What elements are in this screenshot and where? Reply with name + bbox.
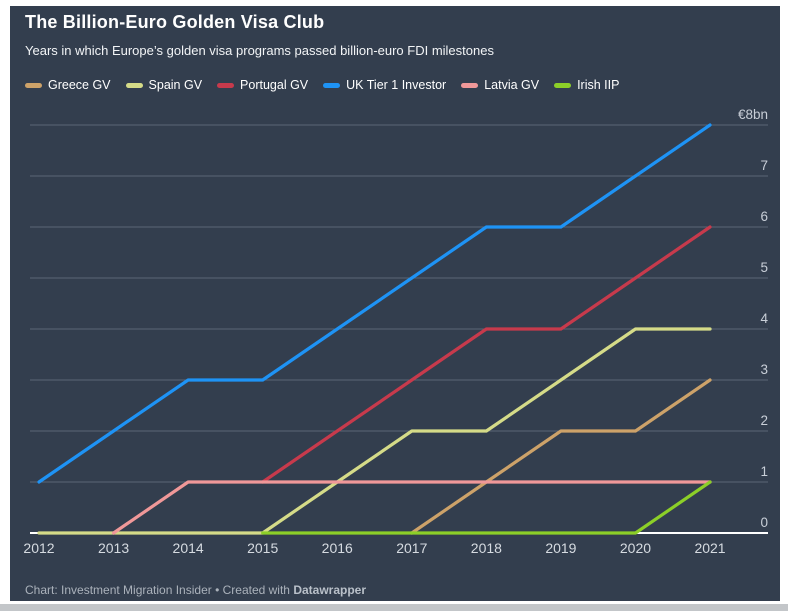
legend-item-uk-tier-1-investor: UK Tier 1 Investor — [323, 78, 446, 92]
legend-label: Latvia GV — [484, 78, 540, 92]
x-axis-tick-2018: 2018 — [470, 540, 502, 556]
legend-swatch-icon — [323, 82, 341, 88]
y-axis-tick-4: 4 — [760, 311, 768, 326]
y-axis-tick-5: 5 — [760, 260, 768, 275]
series-line-portugal-gv[interactable] — [261, 225, 712, 484]
legend-swatch-icon — [217, 82, 235, 88]
legend-swatch-icon — [25, 82, 42, 88]
page-bottom-strip — [0, 604, 788, 611]
series-line-latvia-gv[interactable] — [111, 480, 712, 535]
x-axis-tick-2015: 2015 — [247, 540, 279, 556]
chart-footer: Chart: Investment Migration Insider • Cr… — [25, 583, 366, 597]
y-axis-tick-8: €8bn — [737, 107, 768, 122]
legend-item-greece-gv: Greece GV — [25, 78, 111, 92]
legend-swatch-icon — [554, 82, 572, 88]
chart-title: The Billion-Euro Golden Visa Club — [25, 12, 325, 32]
legend-item-latvia-gv: Latvia GV — [461, 78, 539, 92]
legend-label: Spain GV — [148, 78, 203, 92]
series-line-spain-gv[interactable] — [37, 327, 712, 535]
legend-item-portugal-gv: Portugal GV — [217, 78, 308, 92]
y-axis-tick-3: 3 — [760, 362, 768, 377]
legend-label: Portugal GV — [240, 78, 309, 92]
legend-swatch-icon — [125, 82, 143, 88]
chart-legend: Greece GV Spain GV Portugal GV UK Tier 1 In… — [25, 78, 619, 92]
legend-label: Irish IIP — [577, 78, 620, 92]
x-axis-tick-2020: 2020 — [619, 540, 652, 556]
y-axis-tick-2: 2 — [760, 413, 768, 428]
chart-subtitle: Years in which Europe’s golden visa prog… — [25, 43, 494, 58]
legend-item-spain-gv: Spain GV — [125, 78, 203, 92]
legend-item-irish-iip: Irish IIP — [554, 78, 619, 92]
x-axis-tick-2012: 2012 — [23, 540, 55, 556]
y-axis-tick-1: 1 — [760, 464, 768, 479]
legend-swatch-icon — [461, 82, 479, 88]
datawrapper-link[interactable]: Datawrapper — [293, 583, 367, 597]
x-axis-tick-2016: 2016 — [321, 540, 353, 556]
y-axis-tick-6: 6 — [760, 209, 768, 224]
footer-attribution-text: Chart: Investment Migration Insider • Cr… — [25, 583, 294, 597]
series-line-uk-tier-1-investor[interactable] — [37, 123, 712, 484]
y-axis-tick-7: 7 — [760, 158, 768, 173]
y-axis-tick-0: 0 — [760, 515, 768, 530]
x-axis-tick-2017: 2017 — [396, 540, 428, 556]
x-axis-tick-2013: 2013 — [97, 540, 130, 556]
chart-card-background — [10, 6, 780, 601]
x-axis-tick-2019: 2019 — [545, 540, 577, 556]
x-axis-tick-2021: 2021 — [694, 540, 726, 556]
legend-label: Greece GV — [48, 78, 111, 92]
series-line-irish-iip[interactable] — [261, 480, 712, 535]
legend-label: UK Tier 1 Investor — [346, 78, 447, 92]
x-axis-tick-2014: 2014 — [172, 540, 204, 556]
series-line-greece-gv[interactable] — [410, 378, 712, 535]
